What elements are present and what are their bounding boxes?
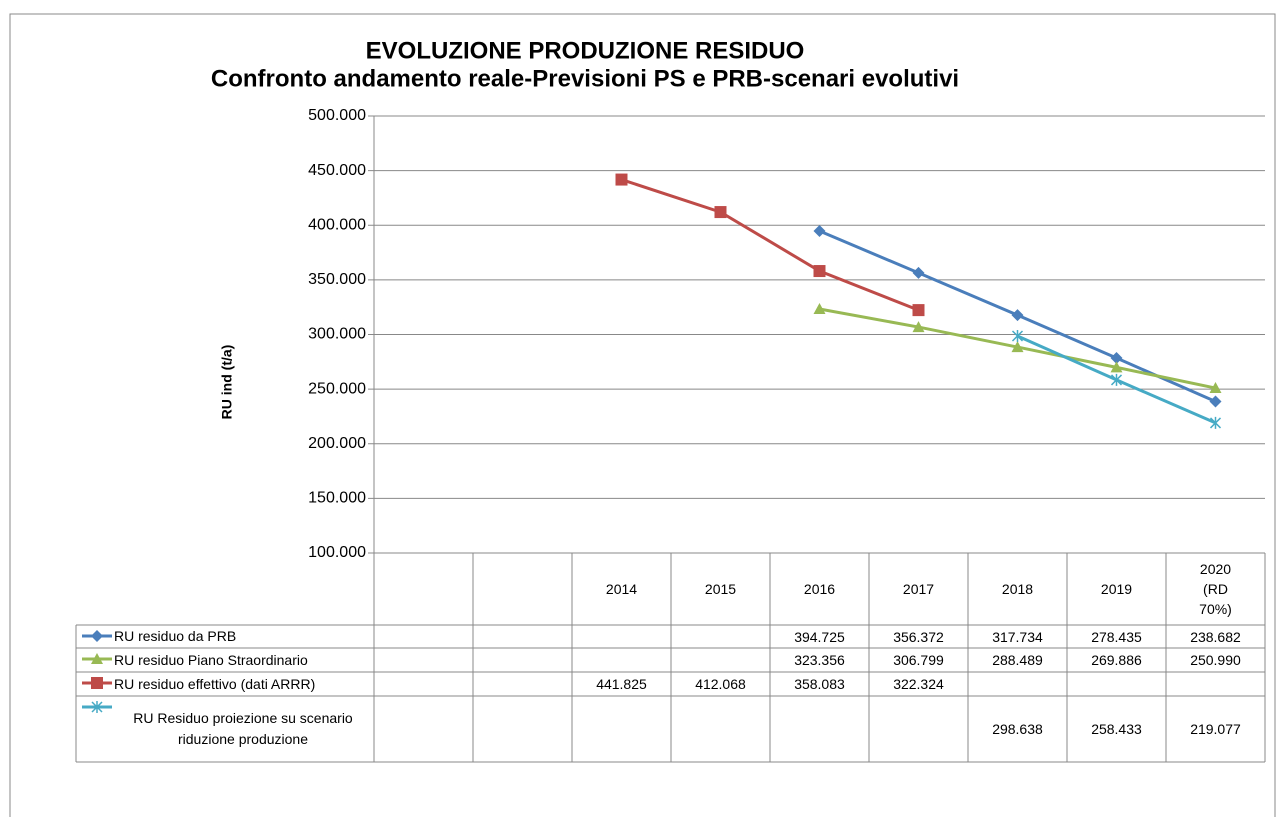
marker [1110,352,1123,365]
value-label: 258.433 [1091,721,1142,737]
value-label: 298.638 [992,721,1043,737]
marker [813,225,826,238]
marker [912,266,925,279]
value-label: 250.990 [1190,652,1241,668]
legend-text: RU residuo Piano Straordinario [114,651,308,668]
legend-entry: RU residuo da PRB [114,625,372,648]
marker [1011,309,1024,322]
x-tick-label: 2018 [968,553,1067,625]
value-label: 356.372 [893,628,944,645]
y-axis-label: RU ind (t/a) [219,345,235,420]
legend-entry: RU residuo effettivo (dati ARRR) [114,672,372,696]
x-tick-label: 2016 [770,553,869,625]
marker [912,304,925,317]
marker [714,206,727,219]
x-tick-text: 2020 (RD 70%) [1199,561,1232,617]
x-tick-text: 2019 [1100,581,1133,597]
y-tick-label: 450.000 [308,162,366,179]
y-tick-label: 250.000 [308,380,366,397]
x-tick-label: 2017 [869,553,968,625]
value-label: 306.799 [893,652,944,668]
value-label: 219.077 [1190,721,1241,737]
marker [813,302,826,314]
y-tick-label: 150.000 [308,490,366,507]
legend-text: RU Residuo proiezione su scenario riduzi… [133,710,353,747]
y-tick-label: 350.000 [308,271,366,288]
legend-entry: RU residuo Piano Straordinario [114,648,372,672]
y-tick-label: 200.000 [308,435,366,452]
marker [1209,416,1222,429]
y-tick-label: 500.000 [308,107,366,124]
value-label: 412.068 [695,676,746,692]
marker [1209,382,1222,394]
value-label: 238.682 [1190,628,1241,645]
marker [91,630,103,642]
series-line [621,178,920,312]
legend-text: RU residuo da PRB [114,628,237,644]
marker [1011,329,1024,342]
marker [813,265,826,278]
x-tick-text: 2018 [1001,581,1034,597]
value-label: 278.435 [1091,628,1142,645]
value-label: 322.324 [893,676,944,692]
x-tick-text: 2017 [902,581,935,597]
x-tick-label: 2019 [1067,553,1166,625]
value-label: 358.083 [794,676,845,692]
marker [615,173,628,186]
legend-entry: RU Residuo proiezione su scenario riduzi… [114,696,372,762]
marker [91,701,103,713]
x-tick-text: 2014 [605,581,638,597]
value-label: 441.825 [596,676,647,692]
marker [91,653,103,664]
legend-text: RU residuo effettivo (dati ARRR) [114,675,316,692]
value-label: 269.886 [1091,652,1142,668]
chart-title: EVOLUZIONE PRODUZIONE RESIDUO [366,37,805,64]
x-tick-text: 2015 [704,581,737,597]
y-tick-label: 100.000 [308,544,366,561]
y-tick-label: 300.000 [308,326,366,343]
value-label: 288.489 [992,652,1043,668]
y-tick-label: 400.000 [308,216,366,233]
marker [1110,361,1123,373]
value-label: 317.734 [992,628,1043,645]
x-tick-label: 2015 [671,553,770,625]
x-tick-label: 2020 (RD 70%) [1166,553,1265,625]
x-tick-label: 2014 [572,553,671,625]
marker [1011,341,1024,353]
x-tick-text: 2016 [803,581,836,597]
value-label: 323.356 [794,652,845,668]
value-label: 394.725 [794,628,845,645]
marker [1110,373,1123,386]
marker [912,321,925,333]
chart-border [9,13,1276,817]
marker [91,677,103,689]
chart-subtitle: Confronto andamento reale-Previsioni PS … [211,65,959,92]
marker [1209,395,1222,408]
